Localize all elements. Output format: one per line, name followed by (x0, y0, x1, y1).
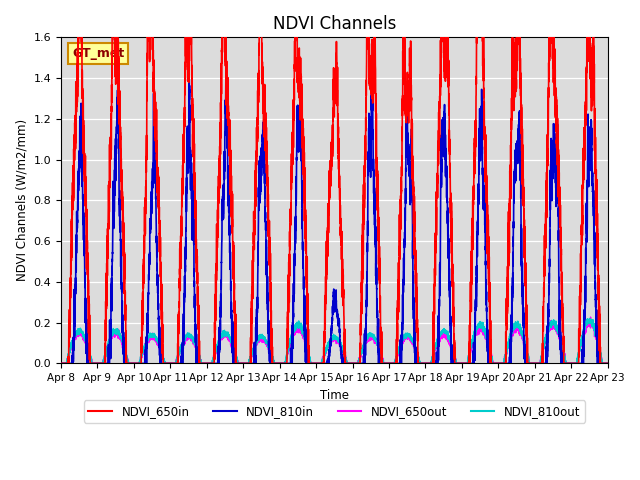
NDVI_650in (602, 360, 610, 366)
NDVI_810out (604, 360, 612, 366)
Line: NDVI_650in: NDVI_650in (61, 0, 608, 363)
Y-axis label: NDVI Channels (W/m2/mm): NDVI Channels (W/m2/mm) (15, 120, 28, 281)
NDVI_650in (262, 144, 269, 150)
NDVI_650out (587, 314, 595, 320)
NDVI_810in (57, 360, 65, 366)
NDVI_650in (174, 357, 182, 363)
NDVI_810out (57, 360, 65, 366)
NDVI_810out (602, 360, 610, 366)
Title: NDVI Channels: NDVI Channels (273, 15, 396, 33)
NDVI_810in (488, 360, 495, 366)
NDVI_810out (168, 360, 176, 366)
NDVI_810in (262, 219, 269, 225)
NDVI_810in (410, 327, 418, 333)
NDVI_650in (168, 360, 176, 366)
NDVI_810in (174, 360, 182, 366)
X-axis label: Time: Time (320, 389, 349, 402)
NDVI_810in (602, 360, 610, 366)
NDVI_650out (168, 360, 176, 366)
Line: NDVI_810out: NDVI_810out (61, 319, 608, 363)
NDVI_650out (57, 360, 65, 366)
NDVI_650out (262, 338, 269, 344)
Legend: NDVI_650in, NDVI_810in, NDVI_650out, NDVI_810out: NDVI_650in, NDVI_810in, NDVI_650out, NDV… (84, 400, 585, 423)
NDVI_650out (410, 343, 417, 348)
NDVI_650in (57, 360, 65, 366)
NDVI_810in (222, 76, 230, 82)
Line: NDVI_810in: NDVI_810in (61, 79, 608, 363)
NDVI_650out (488, 357, 495, 362)
Text: GT_met: GT_met (72, 47, 124, 60)
NDVI_810out (410, 339, 417, 345)
NDVI_650out (602, 360, 610, 366)
NDVI_810out (488, 354, 495, 360)
NDVI_650out (604, 360, 612, 366)
NDVI_650in (488, 360, 495, 366)
NDVI_650out (174, 354, 182, 360)
NDVI_810out (262, 338, 269, 344)
NDVI_650in (410, 223, 418, 229)
NDVI_810in (168, 360, 176, 366)
NDVI_810in (604, 360, 612, 366)
NDVI_810out (174, 353, 182, 359)
NDVI_650in (604, 360, 612, 366)
Line: NDVI_650out: NDVI_650out (61, 317, 608, 363)
NDVI_810out (586, 316, 594, 322)
